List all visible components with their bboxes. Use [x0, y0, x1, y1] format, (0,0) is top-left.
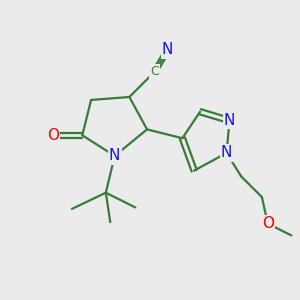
- Text: N: N: [109, 148, 120, 164]
- Text: N: N: [221, 146, 232, 160]
- Text: C: C: [150, 65, 159, 79]
- Text: O: O: [47, 128, 59, 143]
- Text: N: N: [224, 113, 235, 128]
- Text: O: O: [262, 216, 274, 231]
- Text: N: N: [162, 42, 173, 57]
